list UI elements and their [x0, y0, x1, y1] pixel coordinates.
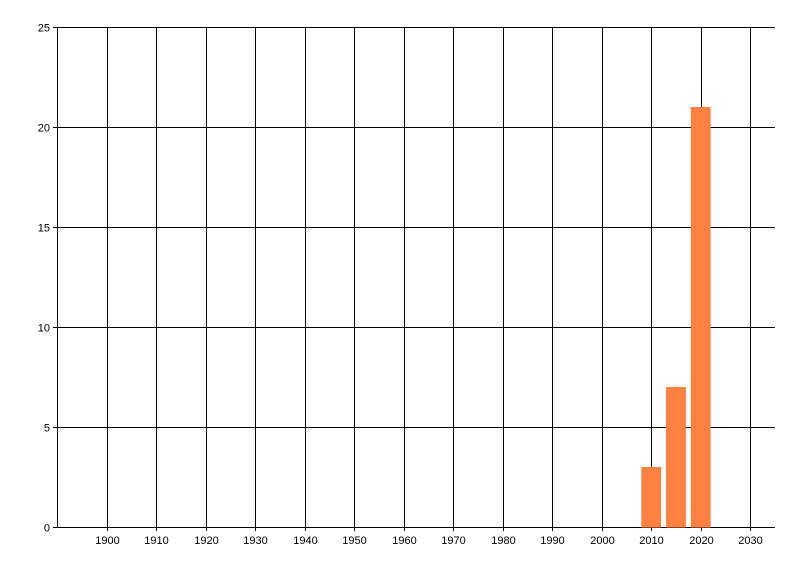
x-tick-label: 1920 — [194, 535, 218, 547]
x-tick-label: 1910 — [144, 535, 168, 547]
x-tick-label: 1940 — [293, 535, 317, 547]
y-tick-label: 25 — [38, 23, 50, 35]
y-tick-label: 0 — [44, 523, 50, 535]
x-tick-label: 1980 — [491, 535, 515, 547]
x-tick-label: 1970 — [441, 535, 465, 547]
bar-2015 — [666, 387, 686, 528]
x-tick-label: 2020 — [689, 535, 713, 547]
x-tick-label: 1900 — [95, 535, 119, 547]
x-tick-label: 1930 — [243, 535, 267, 547]
bar-2010 — [641, 467, 662, 528]
x-tick-label: 2010 — [639, 535, 663, 547]
x-tick-label: 1960 — [392, 535, 416, 547]
y-tick-label: 5 — [44, 423, 50, 435]
x-tick-label: 1990 — [540, 535, 564, 547]
x-tick-label: 2000 — [590, 535, 614, 547]
y-tick-label: 15 — [38, 223, 50, 235]
y-tick-label: 10 — [38, 323, 50, 335]
bar-2020 — [690, 107, 711, 528]
x-tick-label: 1950 — [342, 535, 366, 547]
y-tick-label: 20 — [38, 123, 50, 135]
x-tick-label: 2030 — [738, 535, 762, 547]
